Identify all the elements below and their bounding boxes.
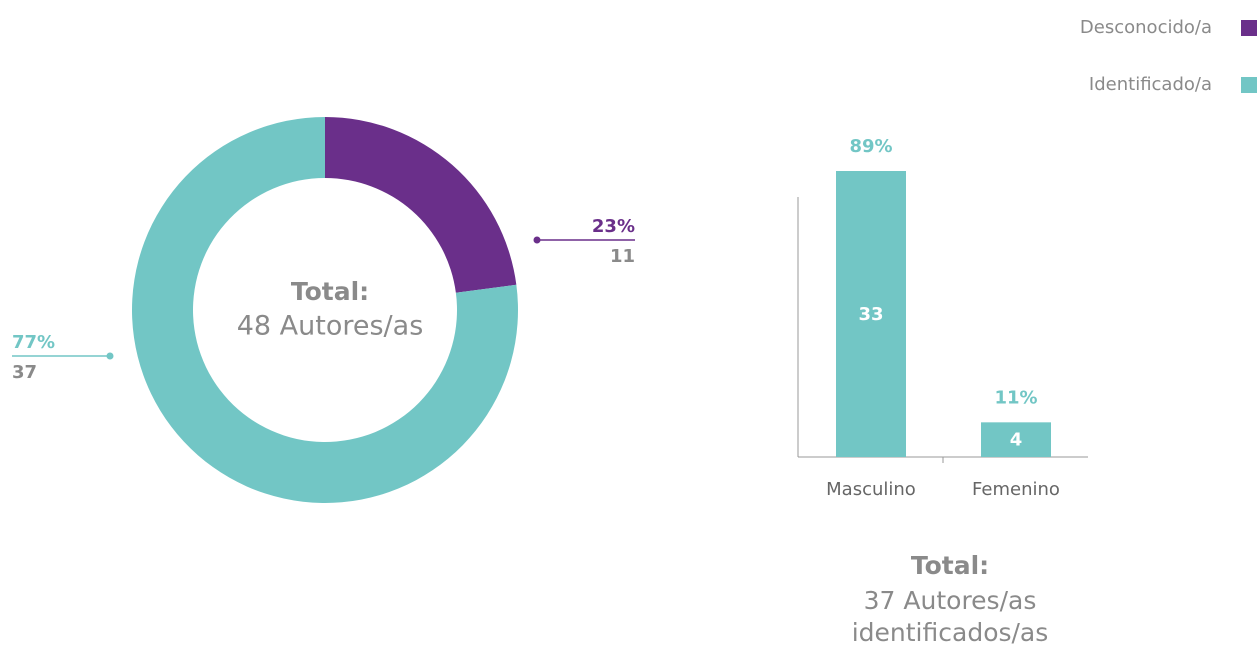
bar	[836, 171, 906, 457]
bar-value-label: 4	[1010, 430, 1023, 451]
percent-label: 77%	[12, 332, 55, 353]
percent-label: 23%	[592, 216, 635, 237]
legend-label: Desconocido/a	[1080, 17, 1212, 38]
legend-swatch	[1241, 77, 1257, 93]
x-tick-label: Masculino	[826, 479, 916, 500]
legend-label: Identificado/a	[1089, 74, 1212, 95]
legend-swatch	[1241, 20, 1257, 36]
donut-slice	[131, 117, 518, 503]
leader-dot	[106, 352, 114, 360]
x-tick-label: Femenino	[972, 479, 1060, 500]
value-label: 37	[12, 362, 37, 383]
center-text: 48 Autores/as	[237, 311, 424, 342]
percent-label: 89%	[849, 136, 892, 157]
total-line: 37 Autores/as	[864, 586, 1037, 615]
leader-dot	[533, 236, 541, 244]
percent-label: 11%	[994, 387, 1037, 408]
total-title: Total:	[911, 551, 989, 580]
bar-value-label: 33	[858, 304, 883, 325]
total-line: identificados/as	[852, 618, 1049, 647]
center-title: Total:	[291, 277, 369, 306]
value-label: 11	[610, 246, 635, 267]
bar	[981, 422, 1051, 457]
donut-slice	[325, 117, 517, 293]
